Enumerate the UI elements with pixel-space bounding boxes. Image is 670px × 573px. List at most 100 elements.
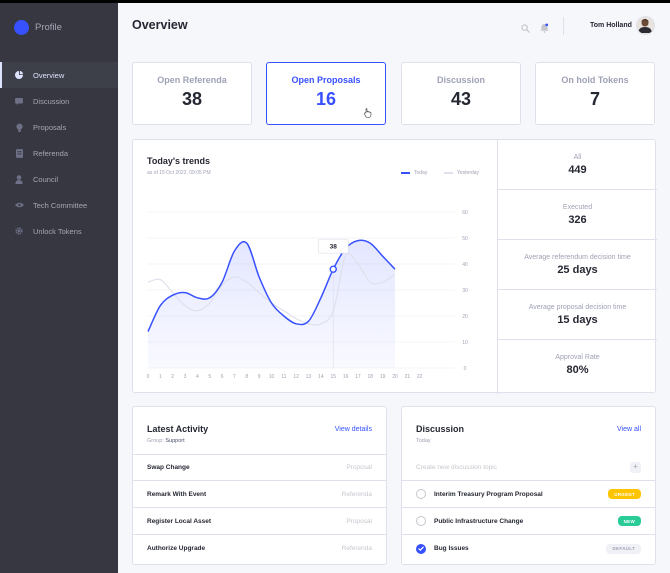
list-item[interactable]: Bug Issues DEFAULT [402,535,655,562]
x-tick-label: 17 [355,374,361,380]
stat-card-on-hold-tokens[interactable]: On hold Tokens 7 [535,62,655,125]
trends-title: Today's trends [147,156,210,166]
topic-checkbox[interactable] [416,516,426,526]
add-topic-button[interactable]: + [630,461,641,473]
legend-today-swatch [401,172,410,174]
x-tick-label: 22 [417,374,423,380]
notification-bell-icon[interactable] [540,20,550,33]
list-item[interactable]: Authorize Upgrade Referenda [133,535,386,562]
activity-type: Proposal [346,464,372,471]
summary-avg-referendum-time: Average referendum decision time 25 days [498,240,657,290]
summary-label: Average proposal decision time [528,304,627,311]
x-tick-label: 13 [306,374,312,380]
stat-card-open-referenda[interactable]: Open Referenda 38 [132,62,252,125]
summary-label: Executed [562,204,593,211]
summary-avg-proposal-time: Average proposal decision time 15 days [498,290,657,340]
list-item[interactable]: Interim Treasury Program Proposal URGENT [402,481,655,508]
mouse-cursor-icon [364,108,372,118]
legend-yesterday-swatch [444,172,453,174]
check-icon [418,546,424,551]
card-subtitle: Group: Support [147,438,185,444]
latest-activity-card: Latest Activity View details Group: Supp… [132,406,387,565]
summary-value: 15 days [557,314,598,326]
stat-label: Open Proposals [291,75,361,85]
stat-label: On hold Tokens [561,75,629,85]
activity-label: Swap Change [147,464,190,471]
activity-label: Register Local Asset [147,517,212,525]
user-icon [14,174,24,184]
sidebar-item-proposals[interactable]: Proposals [0,114,118,140]
x-tick-label: 8 [245,374,248,380]
x-tick-label: 1 [159,374,162,380]
gear-icon [14,226,24,236]
summary-approval-rate: Approval Rate 80% [498,340,657,390]
sidebar-item-unlock-tokens[interactable]: Unlock Tokens [0,218,118,244]
summary-value: 449 [568,164,587,176]
user-name[interactable]: Tom Holland [590,22,632,29]
legend-today-label: Today [414,170,428,176]
x-tick-label: 15 [330,374,336,380]
list-item[interactable]: Remark With Event Referenda [133,481,386,508]
pie-chart-icon [14,70,24,80]
stat-label: Discussion [436,75,485,85]
y-tick-label: 40 [462,262,468,268]
y-tick-label: 0 [464,366,467,372]
sidebar-item-label: Referenda [33,148,69,158]
sidebar: Profile Overview Discussion Proposals Re… [0,3,118,573]
legend-yesterday-label: Yesterday [457,170,480,176]
list-item[interactable]: Register Local Asset Proposal [133,508,386,535]
x-tick-label: 4 [196,374,199,380]
status-badge: NEW [617,516,641,526]
group-prefix: Group: [147,438,164,444]
summary-executed: Executed 326 [498,190,657,240]
x-tick-label: 3 [184,374,187,380]
brand-name: Profile [35,22,62,33]
y-tick-label: 60 [462,210,468,216]
sidebar-item-referenda[interactable]: Referenda [0,140,118,166]
x-tick-label: 14 [318,374,324,380]
sidebar-item-label: Tech Committee [33,200,88,210]
sidebar-nav: Overview Discussion Proposals Referenda … [0,62,118,244]
sidebar-item-discussion[interactable]: Discussion [0,88,118,114]
stat-card-discussion[interactable]: Discussion 43 [401,62,521,125]
summary-label: All [573,154,582,161]
new-topic-row: Create new discussion topic + [402,454,655,481]
card-title: Discussion [416,424,465,434]
summary-value: 25 days [557,264,598,276]
topic-checkbox[interactable] [416,489,426,499]
view-details-link[interactable]: View details [334,426,372,433]
x-tick-label: 7 [233,374,236,380]
activity-type: Referenda [341,490,372,498]
topic-checkbox[interactable] [416,543,426,554]
list-item[interactable]: Swap Change Proposal [133,454,386,481]
x-tick-label: 11 [281,374,286,380]
trends-card: Today's trends as of 15 Oct 2022, 09:05 … [132,139,657,394]
avatar[interactable] [636,16,655,35]
view-all-link[interactable]: View all [617,426,641,433]
sidebar-item-overview[interactable]: Overview [0,62,118,88]
discussion-card: Discussion View all Today Create new dis… [401,406,656,565]
series-line-today [147,239,396,332]
status-badge: URGENT [608,489,641,499]
new-topic-input[interactable]: Create new discussion topic [416,463,497,471]
x-tick-label: 5 [208,374,211,380]
search-icon[interactable] [521,20,531,33]
topic-label: Bug Issues [434,545,469,552]
card-subtitle: Today [416,438,431,444]
trends-divider [497,140,498,394]
sidebar-item-tech-committee[interactable]: Tech Committee [0,192,118,218]
list-item[interactable]: Public Infrastructure Change NEW [402,508,655,535]
document-icon [14,148,24,158]
stat-value: 16 [315,89,337,109]
sidebar-item-label: Proposals [33,122,67,132]
sidebar-item-label: Unlock Tokens [33,226,82,236]
topic-label: Interim Treasury Program Proposal [434,490,543,498]
sidebar-item-council[interactable]: Council [0,166,118,192]
stat-card-open-proposals[interactable]: Open Proposals 16 [266,62,386,125]
brand[interactable]: Profile [14,20,62,35]
y-tick-label: 10 [462,340,468,346]
topic-label: Public Infrastructure Change [434,517,524,525]
summary-all: All 449 [498,140,657,190]
stat-value: 38 [181,89,203,109]
